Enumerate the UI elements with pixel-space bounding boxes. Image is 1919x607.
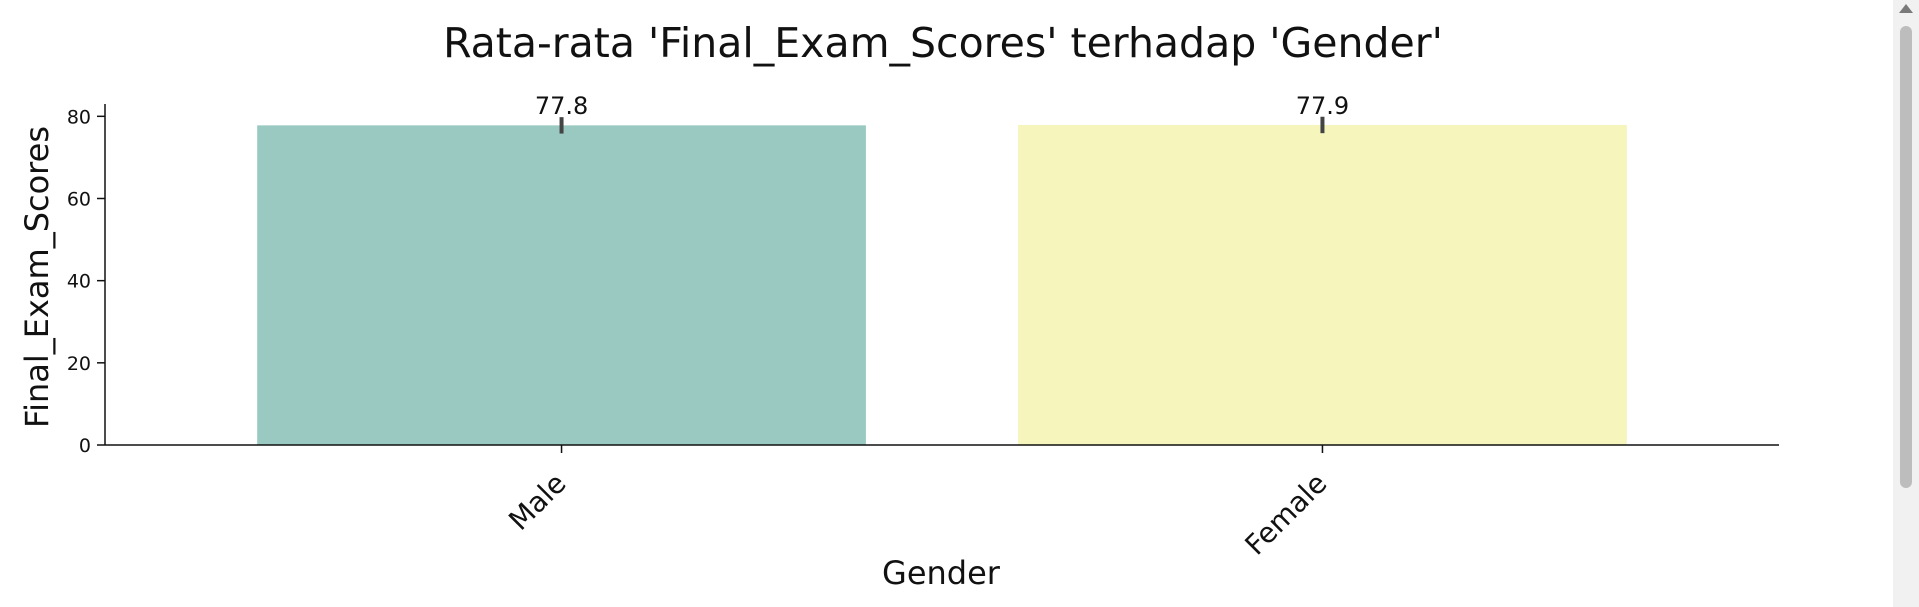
y-tick-label: 60 (67, 188, 91, 210)
scroll-up-arrow-icon[interactable] (1899, 4, 1913, 13)
plot-area: 77.8 Male 77.9 Female 0 20 40 60 80 (67, 92, 1779, 562)
y-tick-label: 20 (67, 353, 91, 375)
y-tick-label: 80 (67, 106, 91, 128)
x-axis-label: Gender (882, 554, 1001, 592)
scrollbar-thumb[interactable] (1900, 26, 1912, 488)
data-label: 77.9 (1296, 92, 1349, 120)
chart-title: Rata-rata 'Final_Exam_Scores' terhadap '… (443, 19, 1443, 67)
bar (1018, 124, 1627, 446)
data-label: 77.8 (535, 92, 588, 120)
y-tick-label: 40 (67, 271, 91, 293)
x-tick-label: Male (502, 467, 572, 537)
x-tick-label: Female (1238, 467, 1333, 562)
bar (257, 125, 866, 445)
y-tick-label: 0 (79, 435, 91, 457)
y-axis-label: Final_Exam_Scores (18, 126, 56, 428)
